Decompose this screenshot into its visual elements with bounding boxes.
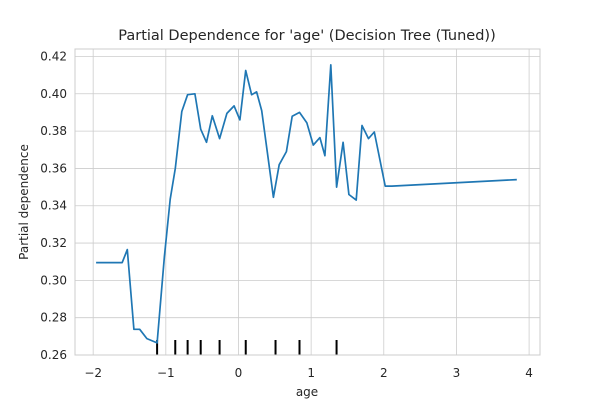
y-tick-label: 0.30 (40, 273, 67, 287)
y-tick-label: 0.36 (40, 161, 67, 175)
y-tick-label: 0.38 (40, 124, 67, 138)
x-tick-label: 1 (307, 366, 315, 380)
y-tick-label: 0.28 (40, 311, 67, 325)
rug-marks (156, 340, 338, 355)
plot-area-frame (74, 48, 541, 356)
y-tick-labels: 0.26 0.28 0.30 0.32 0.34 0.36 0.38 0.40 0.42 (40, 49, 67, 362)
y-tick-label: 0.34 (40, 199, 67, 213)
y-tick-label: 0.40 (40, 87, 67, 101)
x-tick-label: 2 (380, 366, 388, 380)
y-axis-label: Partial dependence (17, 144, 31, 260)
x-tick-label: −1 (157, 366, 175, 380)
x-axis-label: age (296, 385, 318, 399)
x-tick-label: −2 (84, 366, 102, 380)
x-tick-labels: −2 −1 0 1 2 3 4 (84, 366, 533, 380)
y-tick-label: 0.26 (40, 348, 67, 362)
x-tick-label: 4 (525, 366, 533, 380)
x-tick-label: 0 (235, 366, 243, 380)
y-tick-label: 0.42 (40, 49, 67, 63)
partial-dependence-line (96, 64, 517, 344)
chart-title: Partial Dependence for 'age' (Decision T… (118, 28, 495, 44)
series-line (96, 64, 517, 344)
x-tick-label: 3 (453, 366, 461, 380)
y-tick-label: 0.32 (40, 236, 67, 250)
